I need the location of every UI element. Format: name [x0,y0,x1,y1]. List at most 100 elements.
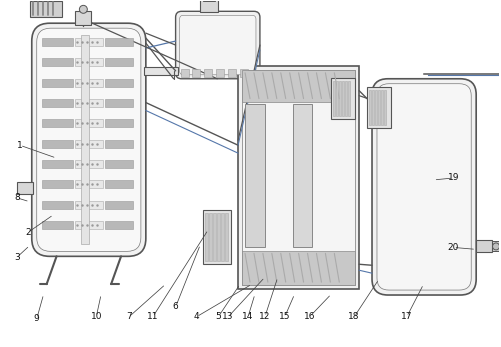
Bar [378,90,380,125]
Text: 19: 19 [447,174,459,183]
Bar [204,69,212,77]
Bar [42,201,74,209]
Text: 12: 12 [259,312,271,321]
Text: 9: 9 [34,314,40,323]
Bar [42,58,74,66]
Bar [17,182,33,194]
Bar [42,221,74,229]
Bar [203,0,215,1]
Text: 20: 20 [448,243,459,252]
Text: 4: 4 [193,312,199,321]
FancyBboxPatch shape [372,79,476,295]
Bar [105,79,133,87]
Text: 15: 15 [279,312,291,321]
Bar [76,221,103,229]
Bar [42,79,74,87]
Bar [105,38,133,46]
Bar [76,201,103,209]
Bar [242,251,355,285]
Bar [293,103,313,247]
Bar [76,79,103,87]
Bar [225,213,228,261]
Bar [180,69,188,77]
Bar [76,160,103,168]
Bar [372,90,374,125]
Text: 7: 7 [126,312,132,321]
Bar [144,67,177,75]
Text: 18: 18 [348,312,360,321]
Text: 10: 10 [91,312,102,321]
Bar [42,38,74,46]
Bar [76,140,103,148]
Bar [238,66,359,289]
Bar [492,242,500,251]
Bar [76,180,103,188]
Bar [105,119,133,127]
FancyBboxPatch shape [179,15,256,75]
Text: 17: 17 [401,312,412,321]
Bar [331,78,355,119]
Bar [105,201,133,209]
Bar [228,69,236,77]
Text: 3: 3 [14,253,20,262]
Bar [192,69,200,77]
Text: 8: 8 [14,193,20,202]
Bar [242,70,355,285]
Bar [381,90,383,125]
Circle shape [492,243,499,250]
Bar [76,99,103,107]
Bar [240,69,248,77]
Bar [42,99,74,107]
Bar [200,0,218,12]
Text: 16: 16 [304,312,315,321]
Text: 14: 14 [242,312,254,321]
Bar [42,119,74,127]
Bar [205,213,208,261]
Bar [333,81,335,117]
Bar [76,38,103,46]
Text: 6: 6 [173,303,178,311]
Text: 13: 13 [222,312,234,321]
Bar [216,69,224,77]
Bar [375,90,377,125]
Bar [369,90,371,125]
Bar [30,1,62,17]
Bar [105,58,133,66]
Bar [76,11,91,25]
Bar [217,213,220,261]
Bar [105,140,133,148]
FancyBboxPatch shape [37,28,141,251]
Text: 1: 1 [17,141,23,150]
Bar [42,140,74,148]
Bar [209,213,212,261]
Bar [336,81,338,117]
Bar [348,81,350,117]
Bar [245,103,265,247]
Bar [105,160,133,168]
Bar [76,119,103,127]
FancyBboxPatch shape [176,11,260,79]
Bar [105,221,133,229]
Bar [213,213,216,261]
Text: 2: 2 [25,228,31,237]
Bar [42,160,74,168]
Bar [221,213,224,261]
Bar [81,35,89,244]
Text: 5: 5 [215,312,221,321]
Bar [242,70,355,102]
Bar [367,87,391,128]
FancyBboxPatch shape [32,23,146,256]
Bar [203,210,231,264]
Bar [476,240,492,252]
Bar [76,58,103,66]
Bar [105,180,133,188]
Bar [42,180,74,188]
Circle shape [79,5,87,13]
Text: 11: 11 [147,312,158,321]
Bar [105,99,133,107]
FancyBboxPatch shape [377,84,471,290]
Bar [384,90,386,125]
Bar [345,81,347,117]
Bar [342,81,344,117]
Bar [339,81,341,117]
